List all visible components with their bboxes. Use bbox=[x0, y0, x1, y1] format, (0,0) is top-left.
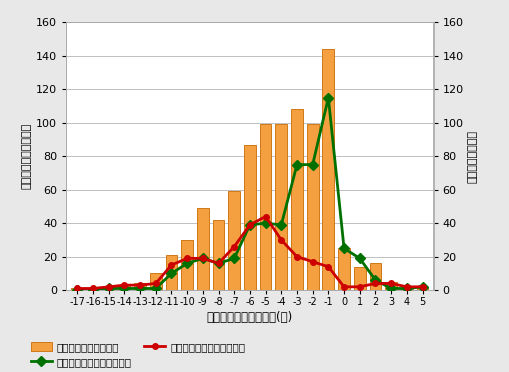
Bar bbox=[212, 220, 224, 290]
Bar bbox=[384, 282, 396, 290]
Bar bbox=[150, 273, 161, 290]
Bar bbox=[259, 124, 271, 290]
X-axis label: メッシュ人口の変化率(％): メッシュ人口の変化率(％) bbox=[206, 311, 293, 324]
Bar bbox=[103, 287, 115, 290]
Bar bbox=[353, 267, 365, 290]
Bar bbox=[71, 288, 83, 290]
Bar bbox=[196, 208, 208, 290]
Bar bbox=[369, 263, 381, 290]
Bar bbox=[322, 49, 333, 290]
Legend: 人口増減率メッシュ数, 営巣が変わらないメッシュ, 営巣しなくなったメッシュ: 人口増減率メッシュ数, 営巣が変わらないメッシュ, 営巣しなくなったメッシュ bbox=[31, 342, 245, 367]
Bar bbox=[87, 288, 99, 290]
Bar bbox=[416, 287, 428, 290]
Bar bbox=[337, 248, 349, 290]
Y-axis label: 人口増減のメッシュ数: 人口増減のメッシュ数 bbox=[22, 123, 32, 189]
Bar bbox=[243, 144, 256, 290]
Bar bbox=[165, 255, 177, 290]
Bar bbox=[306, 124, 318, 290]
Bar bbox=[291, 109, 302, 290]
Bar bbox=[118, 285, 130, 290]
Bar bbox=[400, 288, 412, 290]
Bar bbox=[181, 240, 192, 290]
Bar bbox=[134, 283, 146, 290]
Bar bbox=[228, 191, 240, 290]
Bar bbox=[275, 124, 287, 290]
Y-axis label: 営巣の有無の変化: 営巣の有無の変化 bbox=[467, 130, 477, 183]
